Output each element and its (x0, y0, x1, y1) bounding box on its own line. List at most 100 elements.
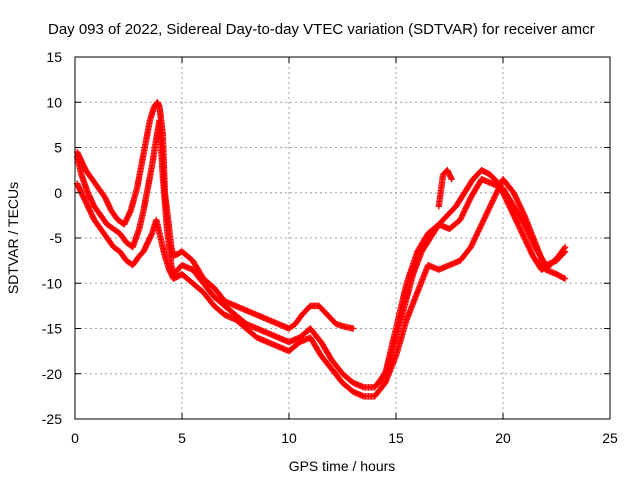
data-point (466, 196, 473, 204)
data-point (502, 194, 509, 201)
data-point (561, 243, 569, 251)
data-points (73, 99, 569, 400)
data-point (481, 214, 489, 221)
data-point (481, 215, 488, 222)
data-point (514, 198, 521, 205)
data-point (488, 200, 495, 207)
data-point (462, 205, 469, 212)
data-point (513, 195, 520, 202)
data-point (460, 209, 467, 217)
data-point (508, 206, 515, 214)
data-point (513, 219, 521, 226)
data-point (474, 229, 481, 237)
data-point (480, 216, 487, 224)
data-point (493, 188, 501, 196)
data-point (503, 197, 510, 204)
data-point (560, 245, 568, 252)
x-tick-label: 25 (602, 430, 618, 446)
y-axis-label: SDTVAR / TECUs (5, 182, 21, 294)
axis-ticks (74, 56, 611, 420)
data-point (500, 190, 507, 197)
data-point (509, 209, 516, 217)
data-point (491, 192, 499, 200)
data-point (469, 239, 477, 247)
data-point (522, 237, 529, 244)
data-point (511, 192, 519, 199)
data-point (479, 218, 487, 225)
data-point (516, 202, 523, 209)
data-point (511, 213, 518, 221)
series-track-2 (73, 117, 569, 391)
data-point (493, 190, 500, 197)
data-point (520, 233, 527, 240)
data-point (485, 205, 493, 213)
data-point (485, 207, 492, 214)
data-point (461, 206, 469, 214)
data-point (519, 232, 527, 239)
data-point (492, 191, 499, 198)
data-point (477, 222, 485, 230)
data-point (490, 195, 497, 203)
data-point (517, 227, 525, 235)
data-point (526, 245, 533, 253)
data-point (498, 186, 505, 193)
data-point (483, 211, 490, 218)
data-point (473, 232, 480, 239)
data-point (475, 226, 483, 234)
y-tick-label: 15 (46, 49, 62, 65)
data-point (482, 212, 489, 220)
data-point (512, 193, 519, 201)
data-point (463, 202, 471, 209)
data-point (497, 184, 504, 192)
data-point (486, 204, 493, 211)
data-point (350, 325, 357, 332)
data-point (459, 211, 467, 218)
data-point (506, 202, 513, 210)
data-point (520, 210, 527, 218)
data-point (517, 205, 525, 212)
y-tick-labels: 15 10 5 0 -5 -10 -15 -20 -25 (42, 49, 62, 427)
data-point (477, 224, 484, 231)
data-point (510, 211, 517, 218)
data-point (506, 204, 514, 211)
data-point (467, 243, 475, 251)
data-point (469, 241, 476, 248)
y-tick-label: -25 (42, 411, 62, 427)
data-point (507, 205, 514, 212)
data-point (519, 207, 526, 215)
data-point (511, 190, 518, 198)
data-point (515, 199, 522, 206)
data-point (521, 234, 528, 242)
data-point (525, 244, 533, 251)
data-point (470, 238, 477, 245)
data-point (472, 233, 479, 241)
data-point (514, 220, 522, 228)
data-point (561, 275, 569, 282)
data-point (496, 183, 504, 190)
data-point (528, 250, 535, 257)
data-point (496, 181, 503, 189)
data-point (515, 222, 522, 229)
data-point (525, 243, 532, 250)
data-point (499, 188, 506, 196)
data-point (487, 201, 495, 208)
data-point (484, 208, 491, 215)
data-point (518, 206, 525, 213)
data-point (527, 248, 535, 256)
x-tick-label: 5 (178, 430, 186, 446)
series-track-5 (435, 166, 455, 210)
data-point (465, 198, 473, 205)
data-point (517, 203, 524, 211)
data-point (504, 198, 511, 205)
y-tick-label: -5 (50, 230, 63, 246)
grid-lines (75, 57, 610, 419)
data-point (457, 215, 465, 222)
data-point (512, 216, 520, 224)
data-point (505, 201, 512, 208)
data-point (491, 194, 498, 201)
series-track-1 (73, 99, 357, 332)
y-tick-label: 10 (46, 94, 62, 110)
data-point (464, 201, 471, 208)
data-point (519, 209, 527, 216)
